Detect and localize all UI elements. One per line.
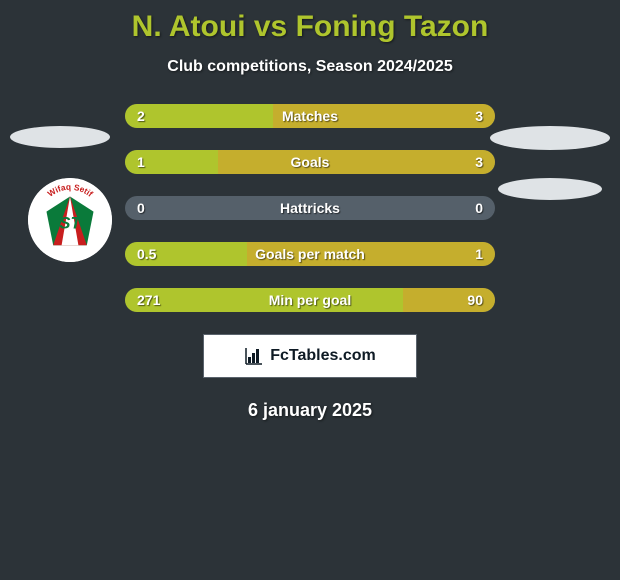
stat-row: 00Hattricks [125, 196, 495, 220]
stat-label: Goals [125, 150, 495, 174]
stat-label: Min per goal [125, 288, 495, 312]
page-title: N. Atoui vs Foning Tazon [0, 0, 620, 44]
stat-row: 23Matches [125, 104, 495, 128]
club-badge: Wifaq Setif ST [28, 178, 112, 262]
stat-label: Goals per match [125, 242, 495, 266]
bar-chart-icon [244, 346, 264, 366]
subtitle: Club competitions, Season 2024/2025 [0, 58, 620, 76]
club-badge-svg: Wifaq Setif ST [28, 178, 112, 262]
stat-label: Hattricks [125, 196, 495, 220]
stats-bars: 23Matches 13Goals 00Hattricks 0.51Goals per… [125, 104, 495, 312]
stat-row: 0.51Goals per match [125, 242, 495, 266]
stat-row: 13Goals [125, 150, 495, 174]
brand-text: FcTables.com [270, 347, 376, 365]
svg-text:ST: ST [59, 213, 82, 232]
stat-row: 27190Min per goal [125, 288, 495, 312]
stat-label: Matches [125, 104, 495, 128]
avatar-placeholder [498, 178, 602, 200]
avatar-placeholder [490, 126, 610, 150]
brand-box[interactable]: FcTables.com [203, 334, 417, 378]
date-label: 6 january 2025 [0, 400, 620, 421]
avatar-placeholder [10, 126, 110, 148]
